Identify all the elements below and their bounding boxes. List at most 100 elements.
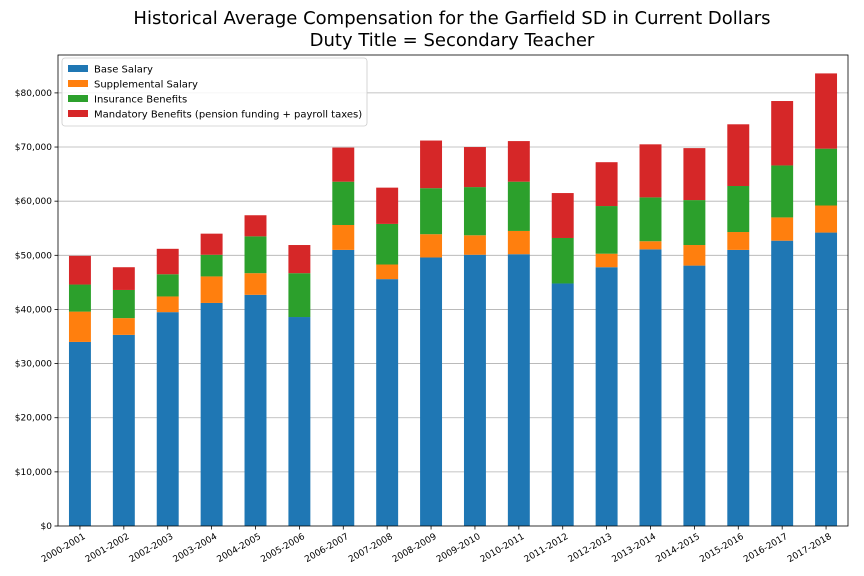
x-tick-label: 2011-2012 [523, 532, 570, 565]
bar-segment-supplemental-salary [771, 217, 794, 241]
bar-segment-mandatory-benefits-pension-funding-payroll-taxes [771, 101, 794, 166]
x-tick-label: 2000-2001 [40, 532, 87, 565]
bar-segment-mandatory-benefits-pension-funding-payroll-taxes [507, 141, 530, 182]
bar-segment-base-salary [595, 267, 618, 526]
bar-segment-insurance-benefits [112, 289, 135, 319]
bar-segment-supplemental-salary [112, 318, 135, 335]
x-tick-label: 2004-2005 [216, 532, 263, 565]
x-tick-label: 2014-2015 [654, 532, 701, 565]
bar-segment-base-salary [727, 249, 750, 526]
bar-segment-mandatory-benefits-pension-funding-payroll-taxes [156, 248, 179, 275]
bar-segment-supplemental-salary [815, 205, 838, 233]
plot-frame [57, 54, 849, 527]
bar-segment-base-salary [332, 249, 355, 526]
bar-segment-base-salary [156, 312, 179, 526]
x-tick-label: 2009-2010 [435, 532, 483, 565]
bar-segment-supplemental-salary [727, 232, 750, 250]
bar-segment-base-salary [507, 254, 530, 526]
legend-label: Mandatory Benefits (pension funding + pa… [94, 110, 362, 121]
x-tick-label: 2006-2007 [303, 532, 350, 565]
y-tick-label: $80,000 [15, 89, 52, 99]
bar-segment-supplemental-salary [156, 296, 179, 313]
legend-label: Insurance Benefits [94, 95, 187, 106]
bar-segment-supplemental-salary [639, 241, 662, 250]
bar-segment-mandatory-benefits-pension-funding-payroll-taxes [595, 162, 618, 207]
bar-segment-base-salary [420, 257, 443, 526]
y-tick-label: $70,000 [15, 143, 52, 153]
bar-segment-base-salary [376, 279, 399, 526]
bar-segment-mandatory-benefits-pension-funding-payroll-taxes [332, 147, 355, 182]
bar-segment-supplemental-salary [420, 234, 443, 258]
x-tick-label: 2013-2014 [611, 532, 659, 565]
x-tick-label: 2001-2002 [84, 532, 131, 565]
bar-segment-mandatory-benefits-pension-funding-payroll-taxes [639, 144, 662, 198]
bar-segment-mandatory-benefits-pension-funding-payroll-taxes [727, 124, 750, 187]
y-tick-label: $0 [41, 522, 53, 532]
x-tick-label: 2005-2006 [259, 532, 307, 565]
bar-segment-supplemental-salary [244, 273, 267, 295]
bar-segment-mandatory-benefits-pension-funding-payroll-taxes [244, 215, 267, 237]
y-tick-label: $20,000 [15, 414, 52, 424]
bar-segment-insurance-benefits [639, 197, 662, 242]
x-tick-label: 2002-2003 [128, 532, 175, 565]
bar-segment-base-salary [815, 232, 838, 526]
chart-subtitle: Duty Title = Secondary Teacher [309, 30, 595, 51]
bar-segment-insurance-benefits [420, 188, 443, 235]
x-tick-label: 2008-2009 [391, 532, 439, 565]
bar-segment-supplemental-salary [332, 224, 355, 250]
legend-label: Supplemental Salary [94, 80, 198, 91]
bar-segment-mandatory-benefits-pension-funding-payroll-taxes [551, 193, 574, 238]
legend-swatch [68, 110, 88, 117]
bar-segment-insurance-benefits [244, 236, 267, 274]
bar-segment-base-salary [463, 254, 486, 526]
y-tick-label: $10,000 [15, 468, 52, 478]
x-tick-label: 2007-2008 [347, 532, 395, 565]
bar-segment-insurance-benefits [68, 284, 91, 312]
legend-label: Base Salary [94, 65, 153, 76]
bar-segment-mandatory-benefits-pension-funding-payroll-taxes [112, 267, 135, 290]
x-tick-label: 2017-2018 [786, 532, 834, 565]
y-tick-label: $50,000 [15, 251, 52, 261]
bar-segment-insurance-benefits [288, 273, 311, 318]
bar-segment-supplemental-salary [376, 264, 399, 280]
bar-segment-supplemental-salary [507, 230, 530, 255]
bar-segment-base-salary [288, 317, 311, 526]
legend-box [61, 57, 368, 127]
y-tick-label: $40,000 [15, 305, 52, 315]
bar-segment-insurance-benefits [332, 181, 355, 225]
bar-segment-insurance-benefits [683, 200, 706, 246]
bar-segment-base-salary [244, 294, 267, 526]
bar-segment-base-salary [639, 249, 662, 527]
x-tick-label: 2016-2017 [742, 532, 789, 565]
bar-segment-insurance-benefits [815, 148, 838, 206]
bar-segment-insurance-benefits [507, 181, 530, 231]
legend-swatch [68, 80, 88, 87]
bar-segment-mandatory-benefits-pension-funding-payroll-taxes [68, 255, 91, 285]
bar-segment-insurance-benefits [376, 223, 399, 265]
x-tick-label: 2012-2013 [567, 532, 614, 565]
bar-segment-supplemental-salary [595, 253, 618, 268]
x-tick-label: 2010-2011 [479, 532, 526, 565]
bar-segment-base-salary [112, 334, 135, 526]
bar-segment-mandatory-benefits-pension-funding-payroll-taxes [683, 148, 706, 201]
x-tick-label: 2015-2016 [698, 532, 746, 565]
bar-segment-supplemental-salary [463, 235, 486, 255]
y-tick-label: $30,000 [15, 360, 52, 370]
bar-segment-supplemental-salary [68, 311, 91, 342]
legend-swatch [68, 95, 88, 102]
bar-segment-insurance-benefits [771, 165, 794, 218]
bar-segment-insurance-benefits [551, 237, 574, 284]
bar-segment-mandatory-benefits-pension-funding-payroll-taxes [200, 233, 223, 255]
bar-segment-base-salary [551, 283, 574, 526]
bar-segment-insurance-benefits [463, 187, 486, 236]
bar-segment-base-salary [68, 341, 91, 526]
x-tick-label: 2003-2004 [172, 532, 220, 565]
bar-segment-supplemental-salary [200, 276, 223, 303]
bar-segment-mandatory-benefits-pension-funding-payroll-taxes [288, 245, 311, 274]
bar-segment-mandatory-benefits-pension-funding-payroll-taxes [420, 140, 443, 189]
bar-segment-base-salary [683, 265, 706, 526]
bar-segment-mandatory-benefits-pension-funding-payroll-taxes [376, 187, 399, 224]
bar-segment-insurance-benefits [595, 206, 618, 254]
chart-title: Historical Average Compensation for the … [133, 8, 771, 29]
